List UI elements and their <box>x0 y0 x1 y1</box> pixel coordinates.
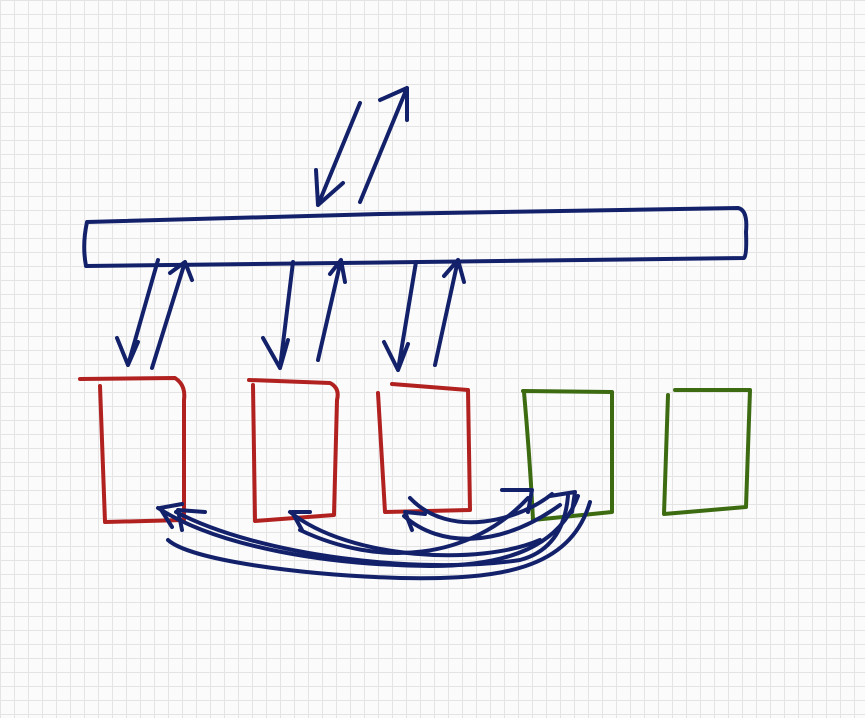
bus-box-1-arrows <box>115 258 194 370</box>
bus-bar <box>82 206 749 268</box>
box-4 <box>521 389 614 522</box>
bus-box-2-arrows <box>261 258 347 370</box>
arrowhead-box4-b <box>548 490 577 514</box>
external-arrow-up <box>358 86 409 204</box>
box-3 <box>376 382 472 514</box>
bus-box-3-arrows <box>382 258 466 372</box>
external-arrow-down <box>314 101 362 207</box>
link-1 <box>166 500 592 581</box>
link-7 <box>408 492 554 525</box>
box-1 <box>78 376 187 524</box>
arrowhead-box1-a <box>158 502 184 529</box>
arrowhead-box3 <box>403 510 427 532</box>
box-5 <box>662 388 752 516</box>
arrowhead-box1-b <box>176 508 207 532</box>
arrowhead-box2 <box>290 510 312 532</box>
external-arrow-pair <box>314 86 409 207</box>
box-links <box>156 488 592 581</box>
link-6 <box>402 503 562 541</box>
link-3 <box>174 494 570 568</box>
arrowhead-box4-a <box>500 488 534 514</box>
box-2 <box>247 378 340 523</box>
